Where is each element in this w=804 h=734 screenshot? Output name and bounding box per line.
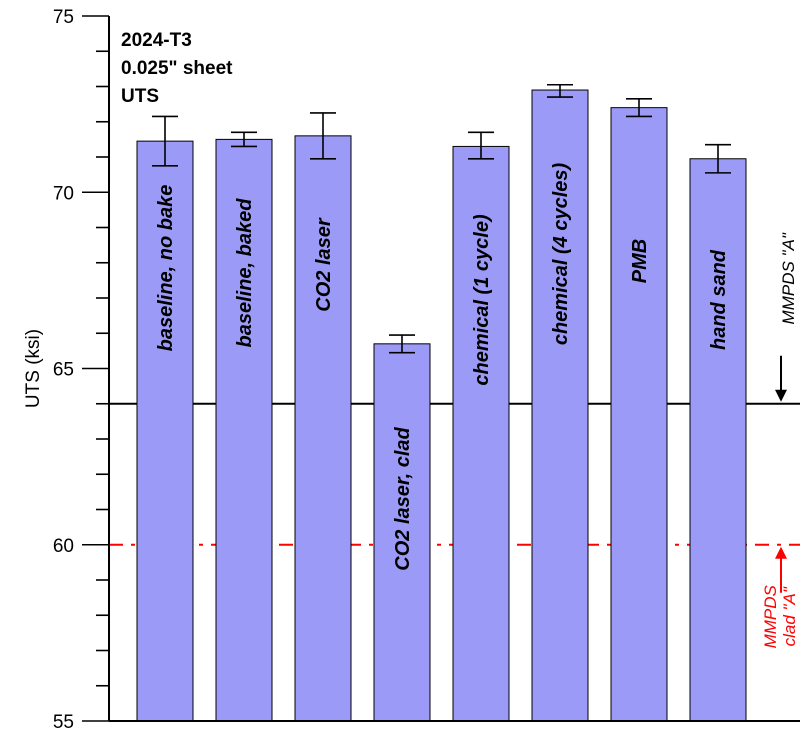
y-tick-label: 55 — [53, 712, 74, 733]
chart-title-line: UTS — [121, 86, 159, 107]
chart-title-line: 2024-T3 — [121, 30, 192, 51]
category-label: baseline, no bake — [155, 185, 177, 352]
mmpds-clad-label: clad "A" — [780, 586, 799, 646]
bar-2 — [294, 135, 352, 722]
category-label: chemical (1 cycle) — [471, 214, 493, 386]
category-label: PMB — [629, 239, 651, 283]
category-label: CO2 laser — [313, 217, 335, 312]
bar-3 — [373, 343, 431, 722]
bar-5 — [531, 89, 589, 722]
bar-0 — [136, 140, 194, 722]
y-axis-label: UTS (ksi) — [23, 329, 44, 408]
mmpds-clad-arrow-head — [775, 546, 787, 559]
error-bars-layer — [152, 83, 731, 354]
category-label: chemical (4 cycles) — [550, 162, 572, 345]
y-tick-label: 75 — [53, 7, 74, 28]
bar-7 — [689, 158, 747, 722]
mmpds-a-arrow-head — [775, 389, 787, 402]
category-label: baseline, baked — [234, 198, 256, 348]
text-layer: 55 60 65 70 75 UTS (ksi) 2024-T3 0.025" sheet UT… — [23, 7, 799, 733]
bar-6 — [610, 107, 668, 722]
category-label: hand sand — [708, 249, 730, 350]
y-tick-label: 65 — [53, 360, 74, 381]
mmpds-clad-label: MMPDS — [761, 584, 780, 648]
bars-layer — [136, 89, 747, 722]
mmpds-a-label: MMPDS "A" — [779, 232, 798, 324]
y-tick-label: 70 — [53, 183, 74, 204]
category-label: CO2 laser, clad — [392, 427, 414, 571]
chart-title-line: 0.025" sheet — [121, 58, 233, 79]
axes-layer — [82, 15, 800, 722]
y-tick-label: 60 — [53, 536, 74, 557]
